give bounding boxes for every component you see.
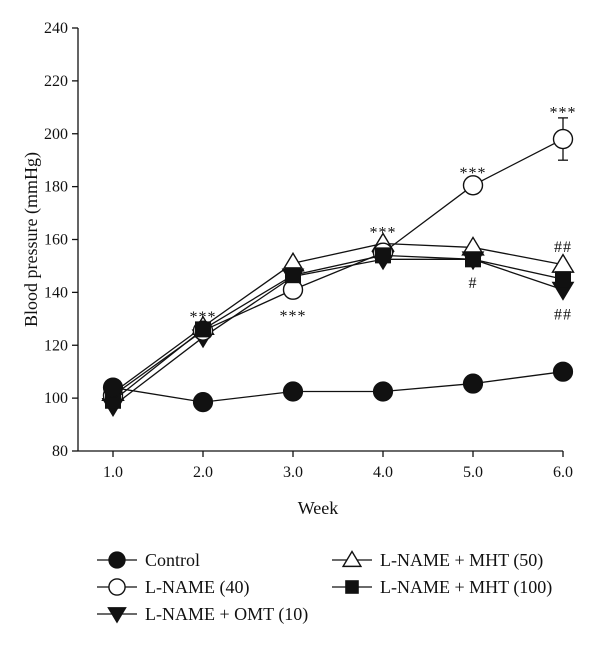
marker-filled-square: [285, 267, 301, 284]
marker-filled-square: [555, 271, 571, 288]
y-tick-label: 100: [44, 390, 68, 407]
marker-filled-square: [465, 251, 481, 268]
marker-filled-circle: [552, 361, 574, 382]
marker-open-triangle-up: [341, 550, 363, 568]
legend-item: L-NAME + MHT (50): [332, 550, 543, 571]
legend-label: L-NAME + OMT (10): [145, 604, 308, 625]
x-tick-label: 6.0: [553, 464, 573, 481]
series-line: [112, 242, 564, 394]
y-tick-label: 120: [44, 337, 68, 354]
legend-item: L-NAME (40): [97, 577, 249, 598]
series-control: [102, 361, 574, 413]
marker-filled-circle: [372, 381, 394, 402]
x-axis-title: Week: [298, 498, 339, 518]
legend-item: L-NAME + MHT (100): [332, 577, 552, 598]
x-tick-label: 2.0: [193, 464, 213, 481]
marker-filled-triangle-down: [107, 607, 127, 624]
marker-filled-circle: [108, 551, 126, 569]
marker-filled-square: [375, 247, 391, 264]
marker-filled-square: [345, 580, 359, 594]
y-tick-label: 140: [44, 284, 68, 301]
significance-annotation: ***: [280, 308, 307, 325]
x-tick-label: 4.0: [373, 464, 393, 481]
significance-annotation: ***: [190, 309, 217, 326]
y-tick-label: 180: [44, 179, 68, 196]
marker-open-circle: [108, 578, 126, 596]
y-axis-title: Blood pressure (mmHg): [21, 152, 42, 327]
legend-item: L-NAME + OMT (10): [97, 604, 308, 625]
series-line: [112, 371, 564, 403]
significance-annotation: #: [469, 275, 478, 292]
y-tick-label: 220: [44, 73, 68, 90]
y-tick-label: 160: [44, 232, 68, 249]
marker-filled-circle: [282, 381, 304, 402]
marker-open-circle: [552, 128, 574, 150]
significance-annotation: ##: [554, 307, 572, 324]
series-l-name-40: [102, 117, 574, 406]
axes: 80 100 120 140 160 180 200 220 240 1.0 2.0 3.0 4.0 5.…: [21, 20, 573, 518]
marker-filled-circle: [192, 391, 214, 413]
legend: Control L-NAME (40) L-NAME + OMT (10) L-NAM…: [97, 550, 552, 625]
y-tick-label: 80: [52, 443, 68, 460]
legend-label: Control: [145, 550, 200, 570]
x-tick-label: 1.0: [103, 464, 123, 481]
legend-label: L-NAME + MHT (100): [380, 577, 552, 598]
legend-label: L-NAME + MHT (50): [380, 550, 543, 571]
y-tick-label: 240: [44, 20, 68, 37]
marker-open-circle: [462, 175, 484, 196]
annotations-layer: *** ************#####: [190, 104, 577, 326]
series-line: [112, 254, 564, 402]
significance-annotation: ##: [554, 239, 572, 256]
legend-label: L-NAME (40): [145, 577, 249, 598]
series-line: [112, 258, 564, 407]
significance-annotation: ***: [370, 225, 397, 242]
y-tick-label: 200: [44, 126, 68, 143]
series-l-name-mht-50: [101, 232, 575, 402]
marker-filled-circle: [102, 377, 124, 398]
x-tick-label: 3.0: [283, 464, 303, 481]
significance-annotation: ***: [550, 104, 577, 121]
marker-filled-square: [195, 321, 211, 338]
marker-filled-circle: [462, 373, 484, 394]
legend-item: Control: [97, 550, 200, 570]
x-tick-label: 5.0: [463, 464, 483, 481]
series-layer: [101, 117, 575, 418]
significance-annotation: ***: [460, 165, 487, 182]
